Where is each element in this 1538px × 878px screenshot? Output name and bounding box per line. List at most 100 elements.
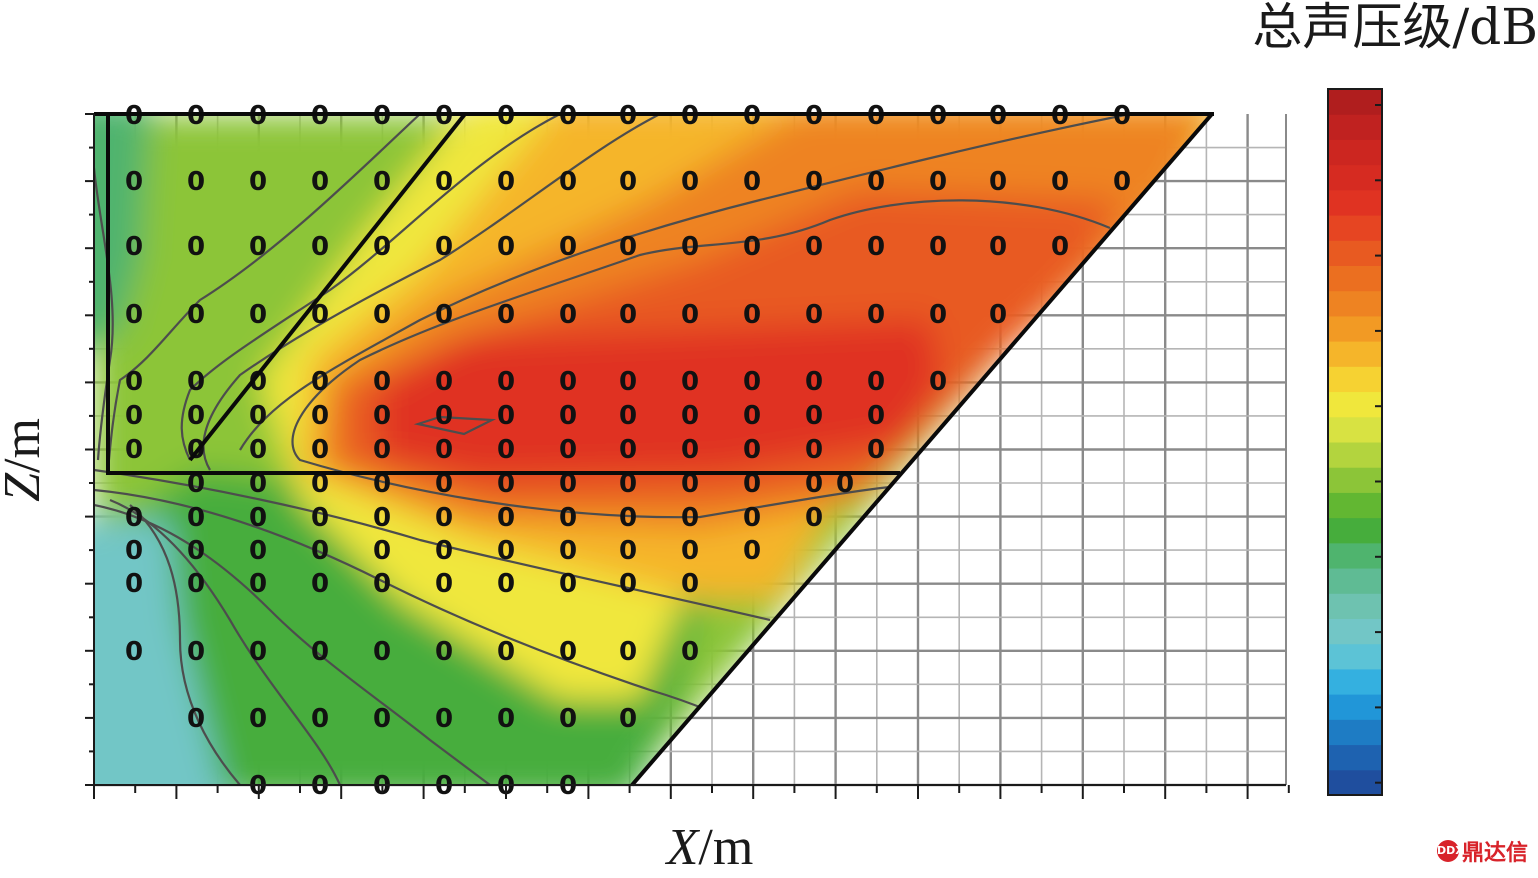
colorbar-band <box>1328 442 1382 468</box>
colorbar-title: 总声压级/dB <box>1252 0 1538 56</box>
marker-label: 0 <box>249 569 267 599</box>
marker-label: 0 <box>681 469 699 499</box>
colorbar-band <box>1328 265 1382 292</box>
marker-label: 0 <box>249 704 267 734</box>
colorbar-band <box>1328 341 1382 367</box>
boundary-outline <box>94 112 1214 787</box>
marker-label: 0 <box>867 167 885 197</box>
marker-label: 0 <box>867 401 885 431</box>
marker-label: 0 <box>497 536 515 566</box>
y-axis-label: Z/m <box>0 375 53 545</box>
colorbar-band <box>1328 492 1382 519</box>
marker-labels: 0 0 0 0 0 0 0 0 0 0 0 0 0 0 0 0 00 0 0 0 0 0 0 0 0 0 0 0 0 0 0 0 00 0 0 0 0 0… <box>125 101 1131 801</box>
marker-label: 0 <box>619 232 637 262</box>
marker-label: 0 <box>559 536 577 566</box>
colorbar <box>1327 88 1383 796</box>
marker-label: 0 <box>497 503 515 533</box>
marker-label: 0 <box>373 300 391 330</box>
marker-label: 0 <box>249 367 267 397</box>
marker-label: 0 <box>681 300 699 330</box>
marker-label: 0 <box>559 367 577 397</box>
marker-label: 0 <box>311 469 329 499</box>
marker-label: 0 <box>743 300 761 330</box>
marker-label: 0 <box>497 367 515 397</box>
marker-label: 0 <box>187 569 205 599</box>
marker-label: 0 <box>249 232 267 262</box>
marker-label: 0 <box>681 232 699 262</box>
marker-label: 0 <box>187 704 205 734</box>
marker-label: 0 <box>619 167 637 197</box>
marker-label: 0 <box>929 167 947 197</box>
contour-lines <box>94 114 1131 785</box>
colorbar-band <box>1328 89 1382 115</box>
marker-label: 0 <box>125 569 143 599</box>
marker-label: 0 <box>1051 232 1069 262</box>
marker-label: 0 <box>435 232 453 262</box>
marker-label: 0 <box>435 469 453 499</box>
marker-label: 0 <box>249 401 267 431</box>
marker-label: 0 <box>805 232 823 262</box>
marker-label: 0 <box>497 300 515 330</box>
marker-label: 0 <box>559 469 577 499</box>
marker-label: 0 <box>1113 167 1131 197</box>
marker-label: 0 <box>559 300 577 330</box>
marker-label: 0 <box>373 435 391 465</box>
watermark-text: 鼎达信 <box>1461 841 1528 866</box>
marker-label: 0 <box>929 300 947 330</box>
colorbar-ticks <box>1375 104 1382 784</box>
marker-label: 0 <box>619 536 637 566</box>
marker-label: 0 <box>867 232 885 262</box>
marker-label: 0 <box>559 435 577 465</box>
marker-label: 0 <box>867 367 885 397</box>
marker-label: 0 <box>125 536 143 566</box>
colorbar-border <box>1327 88 1383 796</box>
marker-label: 0 <box>311 435 329 465</box>
marker-label: 0 <box>187 367 205 397</box>
marker-label: 0 <box>435 569 453 599</box>
marker-label: 0 <box>187 167 205 197</box>
colorbar-band <box>1328 618 1382 645</box>
marker-label: 0 <box>681 435 699 465</box>
colorbar-band <box>1328 240 1382 266</box>
marker-label: 0 <box>497 401 515 431</box>
marker-label: 0 <box>743 232 761 262</box>
marker-label: 0 <box>681 503 699 533</box>
marker-label: 0 <box>311 637 329 667</box>
marker-label: 0 <box>805 367 823 397</box>
colorbar-band <box>1328 164 1382 191</box>
marker-label: 0 <box>125 401 143 431</box>
marker-label: 0 <box>125 167 143 197</box>
marker-label: 0 <box>805 503 823 533</box>
y-axis-unit: /m <box>0 418 51 473</box>
marker-label: 0 <box>867 300 885 330</box>
marker-label: 0 <box>681 637 699 667</box>
marker-label: 0 <box>373 569 391 599</box>
axis-ticks <box>85 113 1290 799</box>
marker-label: 0 <box>187 300 205 330</box>
y-axis-variable: Z <box>0 473 51 502</box>
marker-label: 0 <box>373 167 391 197</box>
x-axis-label: X/m <box>560 818 860 878</box>
colorbar-band <box>1328 416 1382 443</box>
marker-label: 0 <box>743 469 761 499</box>
marker-label: 0 <box>805 469 823 499</box>
marker-label: 0 <box>805 167 823 197</box>
marker-label: 0 <box>373 536 391 566</box>
marker-label: 0 <box>619 435 637 465</box>
marker-label: 0 <box>743 401 761 431</box>
marker-label: 0 <box>681 167 699 197</box>
marker-label: 0 <box>559 167 577 197</box>
colorbar-band <box>1328 366 1382 393</box>
marker-label: 0 <box>497 232 515 262</box>
marker-label: 0 <box>836 469 854 499</box>
marker-label: 0 <box>619 704 637 734</box>
marker-label: 0 <box>187 469 205 499</box>
marker-label: 0 <box>435 536 453 566</box>
marker-label: 0 <box>867 435 885 465</box>
marker-label: 0 <box>125 435 143 465</box>
marker-label: 0 <box>619 367 637 397</box>
marker-label: 0 <box>311 300 329 330</box>
x-axis-variable: X <box>666 819 699 876</box>
marker-label: 0 <box>373 401 391 431</box>
